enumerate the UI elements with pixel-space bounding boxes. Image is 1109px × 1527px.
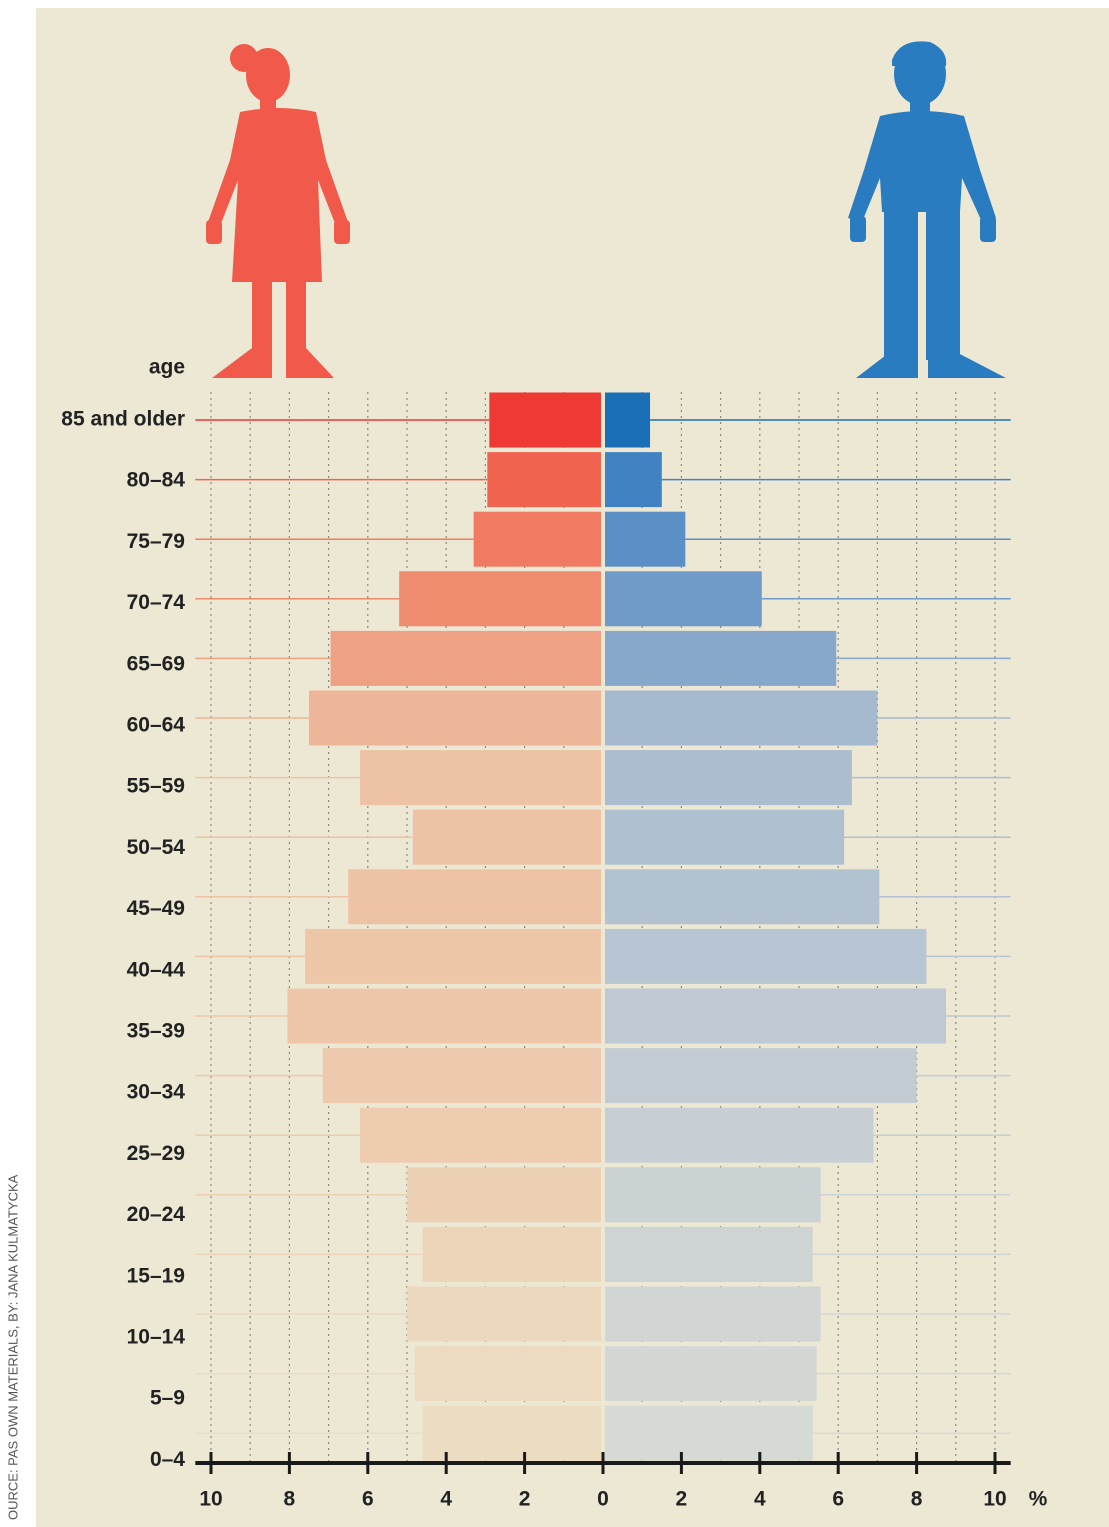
bar — [414, 1346, 601, 1402]
category-label: 45–49 — [127, 897, 185, 920]
category-label: 60–64 — [127, 714, 186, 737]
bar — [407, 1167, 601, 1223]
category-label: 80–84 — [127, 469, 186, 492]
x-tick-label: 6 — [832, 1488, 844, 1511]
bar — [605, 869, 880, 925]
woman-figure — [206, 44, 350, 378]
x-axis: 10 8 6 4 2 0 2 4 6 8 10 — [195, 1452, 1011, 1511]
bar — [399, 571, 601, 627]
man-figure — [848, 41, 1006, 378]
bar — [605, 571, 762, 627]
category-label: 75–79 — [127, 530, 185, 553]
grid — [210, 392, 996, 1463]
x-tick-label: 6 — [362, 1488, 374, 1511]
bar — [605, 1048, 917, 1104]
category-label: 50–54 — [127, 836, 186, 859]
bar — [605, 511, 686, 567]
category-label: 70–74 — [127, 591, 186, 614]
category-label: 40–44 — [127, 958, 186, 981]
x-unit: % — [1029, 1488, 1048, 1511]
x-tick-label: 2 — [519, 1488, 531, 1511]
category-label: 65–69 — [127, 652, 185, 675]
x-tick-label: 4 — [754, 1488, 766, 1511]
bar — [407, 1286, 601, 1342]
bar — [605, 988, 946, 1044]
category-label: 55–59 — [127, 775, 185, 798]
category-label: 85 and older — [61, 408, 185, 431]
bar — [605, 1107, 874, 1163]
bars — [195, 392, 1011, 1461]
bar — [605, 630, 837, 686]
bar — [412, 809, 601, 865]
bar — [605, 452, 662, 508]
x-tick-label: 10 — [983, 1488, 1006, 1511]
bar — [605, 1167, 821, 1223]
bar — [359, 750, 601, 806]
bar — [330, 630, 601, 686]
category-label: 35–39 — [127, 1020, 185, 1043]
category-label: 10–14 — [127, 1326, 186, 1349]
y-axis-label: age — [149, 356, 185, 379]
category-label: 30–34 — [127, 1081, 186, 1104]
bar — [605, 392, 651, 448]
x-tick-label: 10 — [199, 1488, 222, 1511]
bar — [487, 452, 601, 508]
bar — [489, 392, 601, 448]
bar — [305, 928, 601, 984]
source-note: OURCE: PAS OWN MATERIALS, BY: JANA KULMA… — [5, 1174, 20, 1520]
bar — [605, 809, 845, 865]
bar — [605, 928, 927, 984]
bar — [287, 988, 601, 1044]
bar — [359, 1107, 601, 1163]
bar — [605, 1286, 821, 1342]
bar — [422, 1226, 601, 1282]
bar — [309, 690, 601, 746]
bar — [605, 750, 852, 806]
bar — [473, 511, 601, 567]
x-tick-label: 0 — [597, 1488, 609, 1511]
bar — [422, 1405, 601, 1461]
category-label: 0–4 — [150, 1448, 185, 1471]
x-tick-label: 2 — [676, 1488, 688, 1511]
x-tick-label: 8 — [911, 1488, 923, 1511]
category-label: 15–19 — [127, 1264, 185, 1287]
category-label: 25–29 — [127, 1142, 185, 1165]
bar — [605, 1226, 813, 1282]
bar — [605, 1405, 813, 1461]
bar — [322, 1048, 601, 1104]
category-label: 20–24 — [127, 1203, 186, 1226]
bar — [605, 690, 878, 746]
bar — [348, 869, 601, 925]
category-label: 5–9 — [150, 1387, 185, 1410]
x-tick-label: 4 — [440, 1488, 452, 1511]
x-tick-label: 8 — [284, 1488, 296, 1511]
bar — [605, 1346, 817, 1402]
